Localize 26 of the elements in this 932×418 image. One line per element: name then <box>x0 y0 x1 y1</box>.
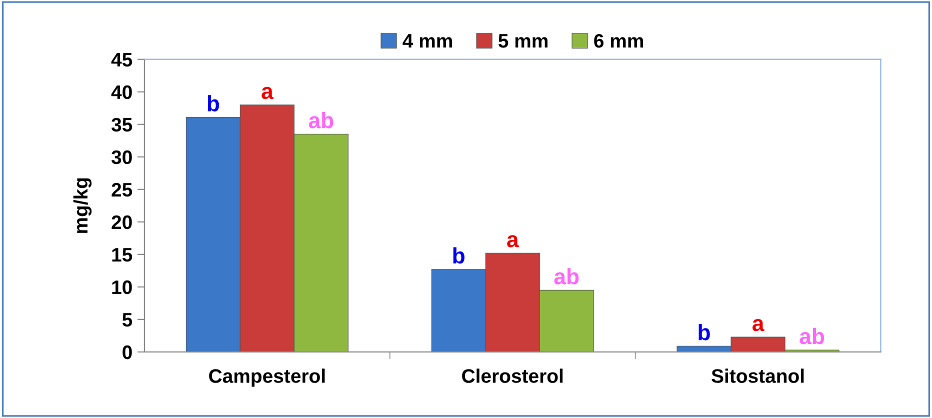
data-label: a <box>262 86 274 100</box>
y-tick-label: 20 <box>112 215 132 230</box>
data-label: a <box>752 319 764 332</box>
y-tick-label: 0 <box>122 345 132 360</box>
y-tick-label: 25 <box>112 182 132 197</box>
y-tick-label: 40 <box>111 85 132 100</box>
x-tick-label: Clerosterol <box>462 368 563 383</box>
y-tick-label: 35 <box>111 118 132 132</box>
y-tick-label: 5 <box>122 313 132 327</box>
legend-label: 5 mm <box>498 34 548 48</box>
x-tick-label: Sitostanol <box>712 368 804 383</box>
y-tick-label: 45 <box>111 53 132 67</box>
legend-label: 6 mm <box>594 34 644 48</box>
y-axis-title: mg/kg <box>73 178 92 234</box>
data-label: b <box>208 95 220 112</box>
x-tick-label: Campesterol <box>209 368 325 387</box>
data-label: ab <box>554 268 579 284</box>
data-label: b <box>453 247 464 264</box>
data-label: a <box>507 235 519 248</box>
y-tick-label: 10 <box>112 280 132 294</box>
data-label: b <box>698 324 710 340</box>
data-label: ab <box>800 328 824 344</box>
y-tick-label: 30 <box>111 150 132 164</box>
data-label: ab <box>308 112 334 128</box>
y-tick-label: 15 <box>112 248 132 262</box>
legend-label: 4 mm <box>402 34 452 48</box>
